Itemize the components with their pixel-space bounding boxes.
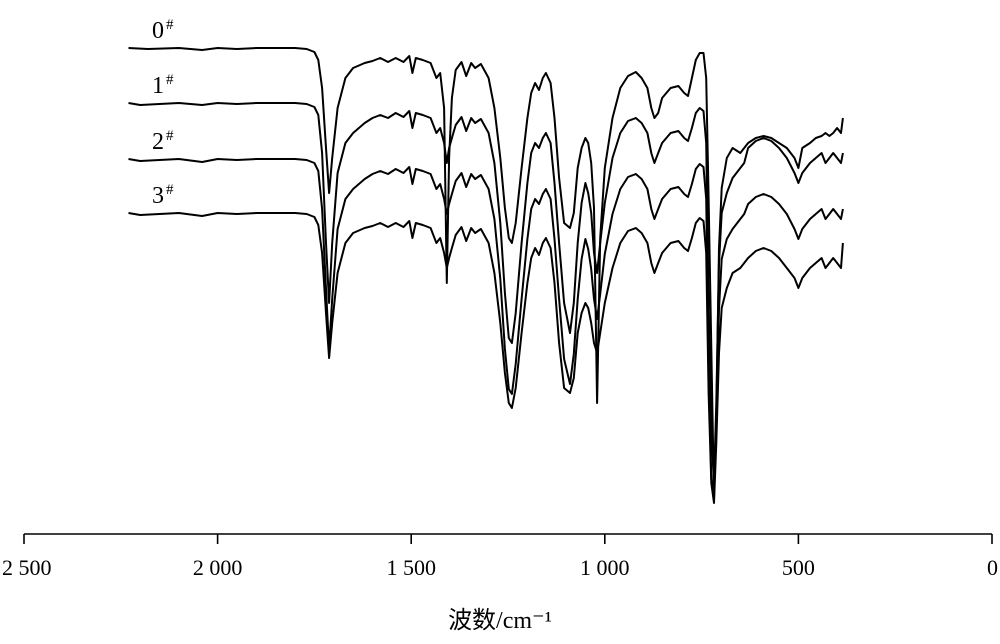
x-ticks: 2 500 2 000 1 500 1 000 500 0 xyxy=(2,534,998,580)
series-label-3: 3 # xyxy=(152,182,174,209)
series-label-2: 2 # xyxy=(152,128,174,155)
series-label-1: 1 # xyxy=(152,72,174,99)
spectrum-curve-2 xyxy=(128,158,844,490)
x-tick-label: 500 xyxy=(782,555,815,580)
series-label-main: 0 xyxy=(152,18,164,44)
x-tick-label: 1 500 xyxy=(386,555,436,580)
spectrum-curve-3 xyxy=(128,212,844,504)
series-label-sup: # xyxy=(166,128,174,144)
spectra-curves xyxy=(128,47,844,504)
x-tick-label: 0 xyxy=(987,555,998,580)
x-tick-label: 2 500 xyxy=(2,555,52,580)
x-axis: 2 500 2 000 1 500 1 000 500 0 xyxy=(2,533,998,580)
series-labels: 0 #1 #2 #3 # xyxy=(152,17,174,209)
series-label-main: 2 xyxy=(152,129,164,155)
spectrum-curve-0 xyxy=(128,47,844,499)
series-label-main: 3 xyxy=(152,183,164,209)
x-axis-title: 波数/cm⁻¹ xyxy=(448,607,552,634)
series-label-0: 0 # xyxy=(152,17,174,44)
x-tick-label: 2 000 xyxy=(193,555,243,580)
series-label-sup: # xyxy=(166,72,174,88)
x-tick-label: 1 000 xyxy=(580,555,630,580)
series-label-sup: # xyxy=(166,182,174,198)
series-label-sup: # xyxy=(166,17,174,33)
spectrum-curve-1 xyxy=(128,102,844,484)
series-label-main: 1 xyxy=(152,73,164,99)
